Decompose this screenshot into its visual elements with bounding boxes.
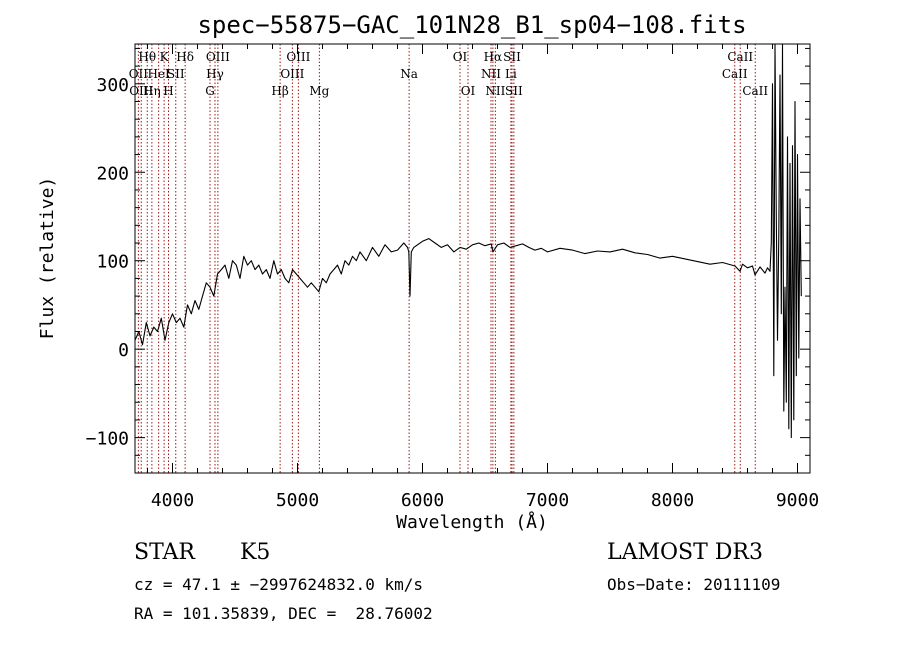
y-tick-label-4: 300	[96, 75, 129, 96]
x-tick-label-0: 4000	[151, 490, 194, 511]
spectral-line-labels: OIIOIIIHθHηHeIKHSIIHδGHγOIIIHβOIIIOIIIMg…	[129, 50, 769, 98]
line-label-6: H	[163, 84, 173, 98]
y-axis-label: Flux (relative)	[37, 177, 58, 340]
line-label-4: HeI	[147, 67, 170, 81]
line-label-11: OIII	[206, 50, 230, 64]
line-label-7: SII	[167, 67, 185, 81]
line-label-15: Mg	[309, 84, 329, 98]
survey-name: LAMOST DR3	[607, 540, 763, 565]
plot-frame	[134, 43, 811, 474]
line-label-12: Hβ	[271, 84, 288, 98]
spectral-line-markers	[137, 44, 756, 473]
x-tick-label-1: 5000	[276, 490, 319, 511]
line-label-25: CaII	[722, 67, 748, 81]
line-label-13: OIII	[280, 67, 304, 81]
x-tick-label-3: 7000	[526, 490, 569, 511]
line-label-20: Hα	[484, 50, 503, 64]
line-label-19: NII	[481, 67, 501, 81]
line-label-8: Hδ	[176, 50, 194, 64]
ra-dec-readout: RA = 101.35839, DEC = 28.76002	[134, 604, 433, 623]
line-label-23: SII	[503, 50, 521, 64]
line-label-27: CaII	[742, 84, 768, 98]
line-label-14: OIII	[286, 50, 310, 64]
object-subclass: K5	[240, 540, 271, 565]
y-tick-label-2: 100	[96, 252, 129, 273]
chart-title: spec−55875−GAC_101N28_B1_sp04−108.fits	[197, 11, 746, 39]
series-layer	[134, 43, 802, 439]
line-label-5: K	[160, 50, 170, 64]
y-tick-label-3: 200	[96, 163, 129, 184]
line-label-2: Hθ	[138, 50, 156, 64]
object-class: STAR	[134, 540, 195, 565]
redshift-readout: cz = 47.1 ± −2997624832.0 km/s	[134, 575, 423, 594]
x-tick-label-5: 9000	[776, 490, 819, 511]
x-tick-label-2: 6000	[401, 490, 444, 511]
line-label-17: OI	[453, 50, 468, 64]
line-label-24: SII	[505, 84, 523, 98]
line-label-18: OI	[461, 84, 476, 98]
y-tick-label-1: 0	[118, 340, 129, 361]
obs-date: Obs−Date: 20111109	[607, 575, 781, 594]
y-tick-label-0: −100	[86, 429, 129, 450]
line-label-16: Na	[400, 67, 418, 81]
line-label-3: Hη	[143, 84, 161, 98]
x-tick-label-4: 8000	[651, 490, 694, 511]
series-line-0	[134, 43, 802, 439]
line-label-22: Li	[505, 67, 517, 81]
axis-ticks: 4000 5000 6000 7000 8000 9000 −100 0 100 200 300	[86, 44, 819, 511]
line-label-9: G	[205, 84, 215, 98]
line-label-0: OII	[129, 67, 149, 81]
line-label-26: CaII	[727, 50, 753, 64]
line-label-10: Hγ	[206, 67, 224, 81]
x-axis-label: Wavelength (Å)	[396, 511, 548, 533]
line-label-21: NII	[485, 84, 505, 98]
